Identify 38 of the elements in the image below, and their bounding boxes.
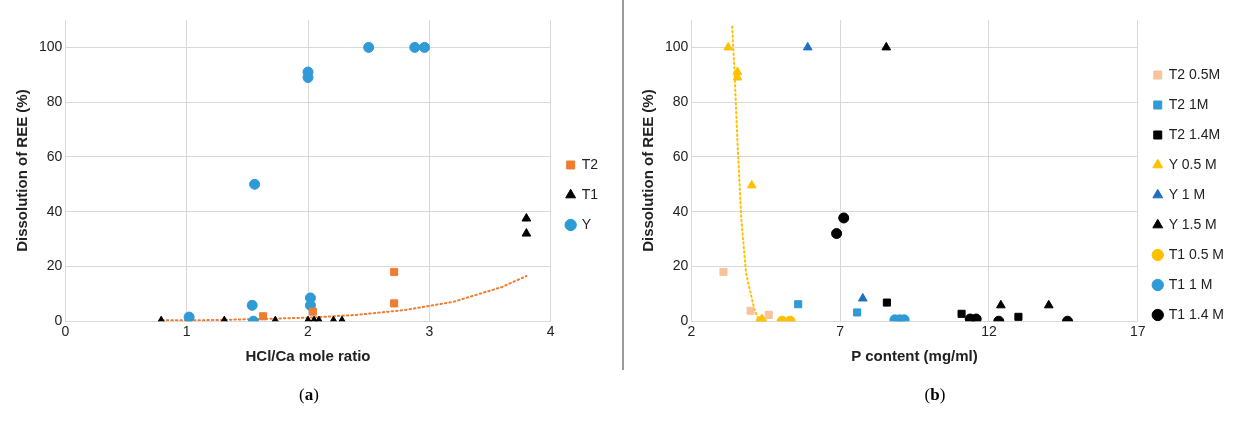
y-axis-title: Dissolution of REE (%) bbox=[639, 89, 657, 252]
text: (b) bbox=[923, 385, 947, 405]
legend-label: T2 1M bbox=[1168, 95, 1209, 112]
y-tick-label: 100 bbox=[39, 38, 63, 55]
legend-label: Y bbox=[581, 215, 592, 232]
x-tick-label: 2 bbox=[304, 323, 313, 340]
legend-label: Y 1 M bbox=[1168, 185, 1206, 202]
legend-label: T1 1.4 M bbox=[1168, 305, 1225, 322]
y-tick-label: 0 bbox=[54, 312, 63, 329]
y-tick-label: 40 bbox=[672, 202, 689, 219]
legend-label: T2 1.4M bbox=[1168, 125, 1221, 142]
x-tick-label: 1 bbox=[182, 323, 191, 340]
y-tick-label: 80 bbox=[672, 93, 689, 109]
legend-label: Y 1.5 M bbox=[1168, 215, 1217, 232]
x-tick-label: 12 bbox=[981, 323, 997, 340]
y-tick-label: 20 bbox=[46, 257, 63, 274]
x-axis-title: HCl/Ca mole ratio bbox=[245, 347, 371, 365]
y-tick-label: 100 bbox=[665, 38, 689, 55]
legend-label: T1 bbox=[581, 185, 599, 202]
x-tick-label: 7 bbox=[836, 323, 845, 340]
y-tick-label: 20 bbox=[672, 257, 689, 274]
x-tick-label: 4 bbox=[546, 323, 555, 340]
legend-label: T2 bbox=[581, 155, 599, 172]
y-tick-label: 60 bbox=[672, 147, 689, 164]
legend-label: Y 0.5 M bbox=[1168, 155, 1217, 172]
y-tick-label: 80 bbox=[46, 93, 63, 109]
y-axis-title: Dissolution of REE (%) bbox=[13, 89, 31, 252]
legend-label: T1 0.5 M bbox=[1168, 245, 1225, 262]
x-tick-label: 3 bbox=[425, 323, 434, 340]
y-tick-label: 60 bbox=[46, 147, 63, 164]
legend-label: T1 1 M bbox=[1168, 275, 1213, 292]
y-tick-label: 40 bbox=[46, 202, 63, 219]
text: (a) bbox=[298, 385, 320, 405]
x-tick-label: 17 bbox=[1129, 323, 1146, 340]
legend-label: T2 0.5M bbox=[1168, 65, 1221, 82]
x-tick-label: 2 bbox=[687, 323, 696, 340]
x-axis-title: P content (mg/ml) bbox=[851, 347, 978, 365]
y-tick-label: 0 bbox=[680, 312, 689, 329]
